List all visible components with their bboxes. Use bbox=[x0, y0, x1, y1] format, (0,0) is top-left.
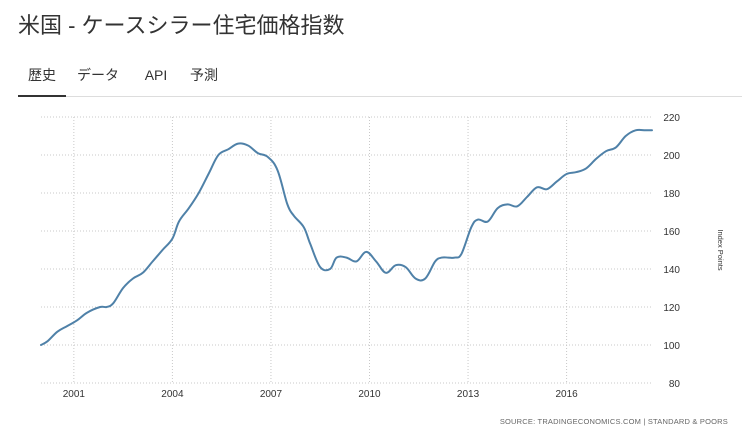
x-tick-label: 2001 bbox=[63, 389, 86, 400]
y-tick-label: 200 bbox=[663, 151, 680, 162]
tab-api[interactable]: API bbox=[144, 67, 168, 83]
y-tick-label: 80 bbox=[669, 379, 681, 390]
source-note: SOURCE: TRADINGECONOMICS.COM | STANDARD … bbox=[499, 417, 728, 426]
y-tick-label: 100 bbox=[663, 341, 680, 352]
y-axis-label: Index Points bbox=[716, 229, 725, 271]
x-tick-label: 2010 bbox=[358, 389, 381, 400]
line-chart: 80 100 120 140 160 180 200 220 2001 2004 2007 2010 2… bbox=[40, 113, 725, 400]
x-tick-label: 2013 bbox=[457, 389, 480, 400]
series-line bbox=[40, 128, 653, 346]
y-tick-label: 220 bbox=[663, 113, 680, 124]
x-tick-label: 2004 bbox=[161, 389, 184, 400]
tab-forecast[interactable]: 予測 bbox=[190, 67, 218, 83]
tab-data[interactable]: データ bbox=[77, 67, 119, 83]
y-tick-label: 180 bbox=[663, 189, 680, 200]
y-tick-label: 160 bbox=[663, 227, 680, 238]
tab-history[interactable]: 歴史 bbox=[18, 65, 66, 97]
x-tick-label: 2016 bbox=[555, 389, 578, 400]
x-tick-label: 2007 bbox=[260, 389, 283, 400]
page-title: 米国 - ケースシラー住宅価格指数 bbox=[18, 13, 345, 38]
y-tick-label: 140 bbox=[663, 265, 680, 276]
tab-bar: 歴史 データ API 予測 bbox=[18, 60, 742, 97]
y-tick-label: 120 bbox=[663, 303, 680, 314]
